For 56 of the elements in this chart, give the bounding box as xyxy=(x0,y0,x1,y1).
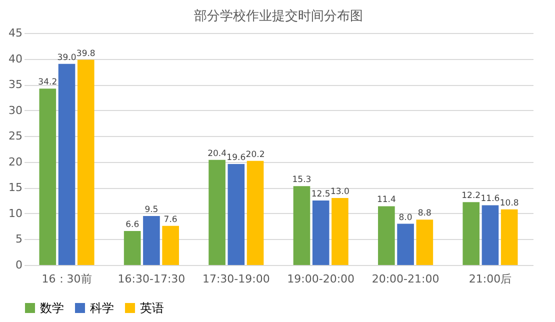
y-tick-label: 20 xyxy=(8,155,22,168)
bar xyxy=(246,160,264,265)
bar xyxy=(143,216,160,265)
bar xyxy=(397,224,414,265)
y-tick-label: 25 xyxy=(8,130,22,143)
x-tick-label: 16：30前 xyxy=(42,272,92,286)
data-label: 8.8 xyxy=(418,208,432,219)
bar xyxy=(332,198,348,265)
bar xyxy=(39,88,56,265)
y-tick-label: 15 xyxy=(8,181,22,194)
data-label: 6.6 xyxy=(126,220,140,230)
bar xyxy=(500,209,518,265)
y-tick-label: 5 xyxy=(16,232,22,246)
data-label: 19.6 xyxy=(226,152,246,163)
data-label: 12.2 xyxy=(462,191,481,202)
data-label: 7.6 xyxy=(164,214,178,225)
y-tick-label: 0 xyxy=(16,258,22,272)
legend-label: 数学 xyxy=(40,301,64,315)
data-label: 11.4 xyxy=(376,195,396,206)
data-label: 20.2 xyxy=(246,150,265,160)
bar xyxy=(416,220,434,265)
chart-title: 部分学校作业提交时间分布图 xyxy=(194,8,363,24)
data-label: 9.5 xyxy=(144,205,158,216)
y-tick-label: 45 xyxy=(8,26,22,40)
y-tick-label: 35 xyxy=(8,78,22,92)
data-label: 11.6 xyxy=(480,194,500,204)
bar xyxy=(293,186,310,265)
bar xyxy=(77,60,94,265)
data-label: 15.3 xyxy=(292,175,312,186)
bar xyxy=(312,200,330,265)
data-label: 10.8 xyxy=(500,198,519,208)
x-tick-label: 21:00后 xyxy=(468,272,512,286)
data-label: 20.4 xyxy=(208,148,227,159)
bar xyxy=(208,160,226,265)
data-label: 13.0 xyxy=(330,186,350,197)
bar xyxy=(162,226,179,265)
bar xyxy=(228,164,245,265)
x-tick-label: 16:30-17:30 xyxy=(118,272,186,286)
bar xyxy=(378,206,395,265)
bar xyxy=(462,202,480,265)
bar xyxy=(124,230,141,265)
bar xyxy=(58,64,76,265)
data-label: 12.5 xyxy=(311,190,330,200)
data-label: 34.2 xyxy=(38,78,58,88)
data-label: 8.0 xyxy=(398,212,412,223)
y-tick-label: 10 xyxy=(8,206,22,220)
data-label: 39.8 xyxy=(76,48,96,59)
x-tick-label: 17:30-19:00 xyxy=(202,272,270,286)
data-label: 39.0 xyxy=(57,52,76,63)
legend-label: 科学 xyxy=(90,301,114,315)
y-tick-label: 30 xyxy=(8,104,22,117)
bar xyxy=(482,205,499,265)
legend-label: 英语 xyxy=(140,301,164,315)
x-tick-label: 19:00-20:00 xyxy=(287,272,355,286)
y-tick-label: 40 xyxy=(8,52,22,66)
x-tick-label: 20:00-21:00 xyxy=(372,272,440,286)
